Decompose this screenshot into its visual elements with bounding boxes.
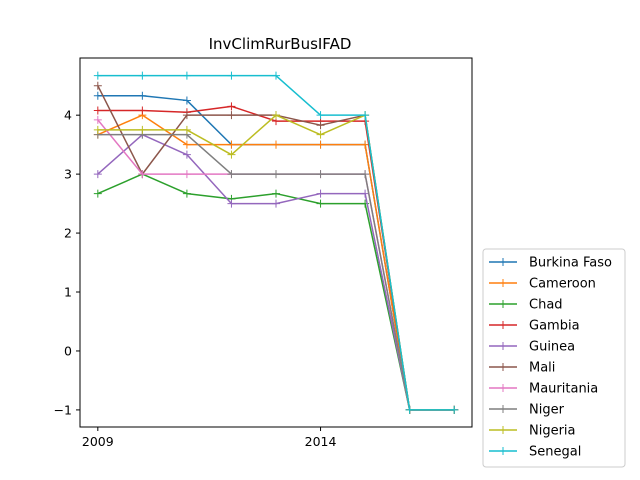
- data-point: [272, 140, 280, 149]
- legend-label: Mali: [529, 361, 555, 376]
- data-point: [316, 189, 325, 198]
- data-point: [272, 170, 280, 179]
- legend-item: Burkina Faso: [489, 256, 612, 271]
- legend-label: Mauritania: [529, 382, 598, 397]
- y-tick-label: 0: [64, 343, 72, 358]
- legend-item: Mali: [489, 361, 555, 376]
- data-point: [316, 111, 325, 120]
- legend-marker: [499, 405, 507, 413]
- legend-marker: [499, 321, 507, 329]
- legend-item: Nigeria: [489, 424, 576, 439]
- data-point: [182, 111, 191, 120]
- data-point: [272, 111, 280, 120]
- legend-item: Guinea: [489, 340, 575, 355]
- legend-label: Nigeria: [529, 424, 576, 439]
- data-point: [361, 111, 370, 120]
- data-point: [138, 71, 147, 80]
- legend-marker: [499, 426, 507, 434]
- data-point: [316, 121, 325, 130]
- series-mali: [93, 81, 459, 414]
- legend-item: Chad: [489, 298, 563, 313]
- data-point: [182, 125, 191, 134]
- data-point: [138, 170, 147, 179]
- legend-label: Senegal: [529, 445, 581, 460]
- data-point: [93, 91, 102, 100]
- legend-label: Gambia: [529, 319, 580, 334]
- data-point: [227, 150, 236, 159]
- data-point: [138, 125, 147, 134]
- legend-marker: [499, 342, 507, 350]
- x-axis: 2009 2014: [82, 427, 337, 449]
- legend-item: Niger: [489, 403, 565, 418]
- data-point: [182, 189, 191, 198]
- x-tick-label: 2009: [82, 434, 114, 449]
- legend-marker: [499, 258, 507, 266]
- data-point: [227, 170, 236, 179]
- data-point: [93, 81, 102, 90]
- legend-label: Burkina Faso: [529, 256, 612, 271]
- y-tick-label: −1: [54, 402, 72, 417]
- data-point: [227, 140, 236, 149]
- data-point: [138, 106, 147, 115]
- legend-box: [482, 248, 626, 468]
- data-point: [272, 189, 280, 198]
- y-tick-label: 2: [64, 226, 72, 241]
- series-senegal: [93, 71, 459, 414]
- data-point: [138, 91, 147, 100]
- y-tick-label: 4: [64, 108, 72, 123]
- data-point: [361, 189, 370, 198]
- legend-marker: [499, 447, 507, 455]
- legend-marker: [499, 279, 507, 287]
- data-point: [272, 199, 280, 208]
- chart-title: InvClimRurBusIFAD: [209, 35, 352, 53]
- series-layer: [93, 71, 459, 414]
- data-point: [316, 130, 325, 139]
- data-point: [227, 111, 236, 120]
- legend-item: Cameroon: [489, 277, 596, 292]
- data-point: [361, 170, 370, 179]
- data-point: [316, 199, 325, 208]
- x-tick-label: 2014: [305, 434, 337, 449]
- data-point: [227, 102, 236, 111]
- data-point: [316, 140, 325, 149]
- data-point: [182, 71, 191, 80]
- y-tick-label: 3: [64, 167, 72, 182]
- data-point: [93, 189, 102, 198]
- legend-marker: [499, 300, 507, 308]
- legend-marker: [499, 363, 507, 371]
- series-line: [97, 173, 455, 411]
- plot-frame: [79, 57, 473, 428]
- data-point: [182, 170, 191, 179]
- data-point: [182, 150, 191, 159]
- data-point: [450, 405, 459, 414]
- data-point: [93, 125, 102, 134]
- legend-label: Cameroon: [529, 277, 596, 292]
- data-point: [316, 170, 325, 179]
- legend-item: Mauritania: [489, 382, 598, 397]
- data-point: [182, 140, 191, 149]
- data-point: [93, 106, 102, 115]
- data-point: [405, 405, 414, 414]
- data-point: [227, 199, 236, 208]
- legend-label: Chad: [529, 298, 563, 313]
- data-point: [93, 71, 102, 80]
- data-point: [272, 71, 280, 80]
- legend-label: Niger: [529, 403, 565, 418]
- data-point: [361, 140, 370, 149]
- legend: Burkina Faso Cameroon Chad Gambia Guinea Mali…: [482, 248, 626, 468]
- legend-label: Guinea: [529, 340, 575, 355]
- data-point: [93, 115, 102, 124]
- y-axis: −1 0 1 2 3 4: [54, 108, 80, 417]
- y-tick-label: 1: [64, 285, 72, 300]
- legend-item: Gambia: [489, 319, 580, 334]
- legend-item: Senegal: [489, 445, 581, 460]
- legend-marker: [499, 384, 507, 392]
- data-point: [227, 71, 236, 80]
- data-point: [93, 170, 102, 179]
- data-point: [182, 96, 191, 105]
